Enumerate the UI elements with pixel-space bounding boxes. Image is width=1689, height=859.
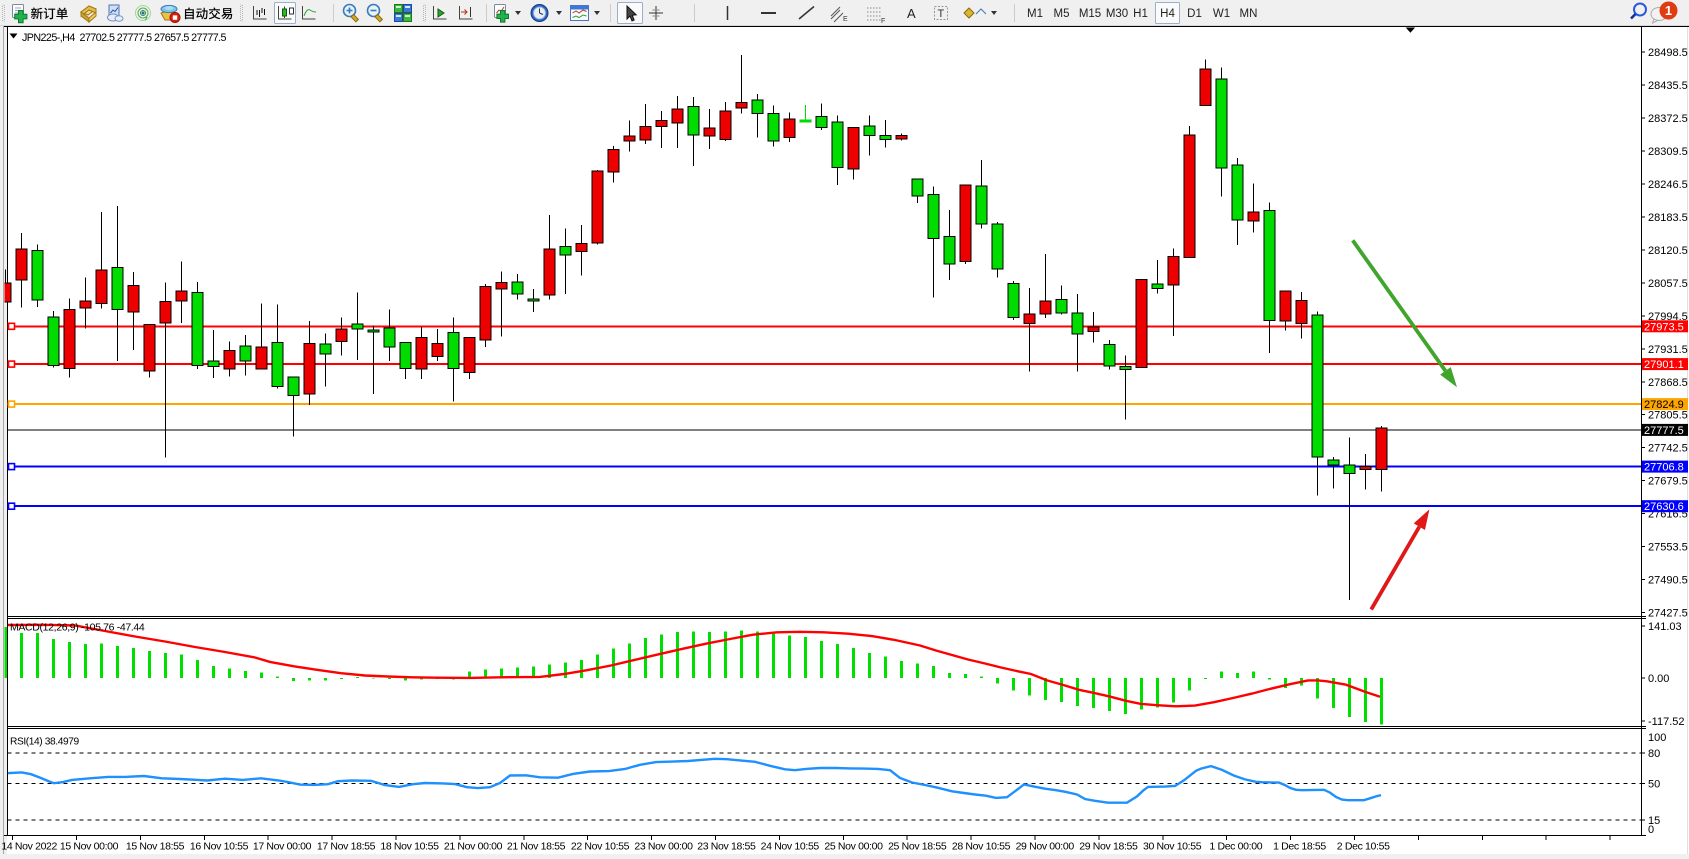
svg-text:M30: M30 (1106, 8, 1128, 20)
svg-text:-117.52: -117.52 (1648, 716, 1685, 728)
svg-text:W1: W1 (1213, 8, 1230, 20)
svg-text:25 Nov 00:00: 25 Nov 00:00 (824, 841, 883, 853)
svg-text:27679.5: 27679.5 (1648, 476, 1688, 488)
svg-text:28498.5: 28498.5 (1648, 47, 1688, 59)
svg-text:17 Nov 00:00: 17 Nov 00:00 (253, 841, 312, 853)
svg-text:27427.5: 27427.5 (1648, 607, 1688, 619)
svg-text:21 Nov 00:00: 21 Nov 00:00 (444, 841, 503, 853)
svg-text:21 Nov 18:55: 21 Nov 18:55 (507, 841, 566, 853)
svg-text:2 Dec 10:55: 2 Dec 10:55 (1337, 841, 1390, 853)
svg-text:27994.5: 27994.5 (1648, 311, 1688, 323)
svg-text:29 Nov 18:55: 29 Nov 18:55 (1079, 841, 1138, 853)
svg-text:27805.5: 27805.5 (1648, 410, 1688, 422)
svg-text:28 Nov 10:55: 28 Nov 10:55 (952, 841, 1011, 853)
svg-text:H1: H1 (1133, 8, 1148, 20)
svg-text:0: 0 (1648, 824, 1654, 836)
svg-text:27490.5: 27490.5 (1648, 574, 1688, 586)
svg-text:15 Nov 18:55: 15 Nov 18:55 (126, 841, 185, 853)
svg-text:D1: D1 (1187, 8, 1202, 20)
svg-text:17 Nov 18:55: 17 Nov 18:55 (317, 841, 376, 853)
svg-text:H4: H4 (1160, 8, 1175, 20)
svg-text:80: 80 (1648, 748, 1660, 760)
svg-text:14 Nov 2022: 14 Nov 2022 (1, 841, 57, 853)
svg-text:28057.5: 28057.5 (1648, 278, 1688, 290)
svg-text:23 Nov 00:00: 23 Nov 00:00 (634, 841, 693, 853)
svg-text:MACD(12,26,9) -105.76 -47.44: MACD(12,26,9) -105.76 -47.44 (10, 622, 145, 634)
svg-text:1 Dec 00:00: 1 Dec 00:00 (1209, 841, 1262, 853)
svg-text:27553.5: 27553.5 (1648, 542, 1688, 554)
svg-text:141.03: 141.03 (1648, 621, 1682, 633)
svg-text:T: T (938, 8, 945, 20)
svg-text:24 Nov 10:55: 24 Nov 10:55 (761, 841, 820, 853)
svg-text:27931.5: 27931.5 (1648, 344, 1688, 356)
svg-text:16 Nov 10:55: 16 Nov 10:55 (190, 841, 249, 853)
svg-text:27706.8: 27706.8 (1644, 462, 1684, 474)
svg-text:1 Dec 18:55: 1 Dec 18:55 (1273, 841, 1326, 853)
svg-text:A: A (907, 6, 916, 21)
svg-text:M1: M1 (1027, 8, 1043, 20)
svg-text:27777.5: 27777.5 (1644, 425, 1684, 437)
svg-text:0.00: 0.00 (1648, 673, 1669, 685)
svg-text:29 Nov 00:00: 29 Nov 00:00 (1016, 841, 1075, 853)
svg-text:15 Nov 00:00: 15 Nov 00:00 (60, 841, 119, 853)
svg-text:28309.5: 28309.5 (1648, 146, 1688, 158)
svg-text:27824.9: 27824.9 (1644, 399, 1684, 411)
svg-text:28120.5: 28120.5 (1648, 245, 1688, 257)
svg-text:27742.5: 27742.5 (1648, 443, 1688, 455)
svg-text:23 Nov 18:55: 23 Nov 18:55 (697, 841, 756, 853)
svg-text:1: 1 (1665, 3, 1672, 18)
svg-text:28435.5: 28435.5 (1648, 80, 1688, 92)
svg-text:MN: MN (1240, 8, 1258, 20)
svg-text:100: 100 (1648, 732, 1666, 744)
svg-text:27630.6: 27630.6 (1644, 501, 1684, 513)
svg-text:RSI(14) 38.4979: RSI(14) 38.4979 (10, 737, 79, 748)
svg-text:28183.5: 28183.5 (1648, 212, 1688, 224)
svg-text:M15: M15 (1079, 8, 1101, 20)
svg-text:25 Nov 18:55: 25 Nov 18:55 (888, 841, 947, 853)
svg-text:18 Nov 10:55: 18 Nov 10:55 (380, 841, 439, 853)
svg-text:22 Nov 10:55: 22 Nov 10:55 (571, 841, 630, 853)
svg-text:30 Nov 10:55: 30 Nov 10:55 (1143, 841, 1202, 853)
svg-text:F: F (881, 18, 885, 25)
svg-text:27973.5: 27973.5 (1644, 321, 1684, 333)
svg-text:27901.1: 27901.1 (1644, 359, 1684, 371)
svg-text:27868.5: 27868.5 (1648, 377, 1688, 389)
svg-text:E: E (843, 16, 848, 23)
svg-text:28246.5: 28246.5 (1648, 179, 1688, 191)
svg-text:50: 50 (1648, 779, 1660, 791)
svg-text:15: 15 (1648, 815, 1660, 827)
svg-text:JPN225-,H4 27702.5 27777.5 27: JPN225-,H4 27702.5 27777.5 27657.5 27777… (22, 32, 227, 44)
svg-text:28372.5: 28372.5 (1648, 113, 1688, 125)
svg-text:M5: M5 (1054, 8, 1070, 20)
